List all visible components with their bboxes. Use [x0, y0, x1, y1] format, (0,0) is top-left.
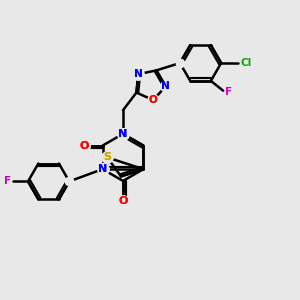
Text: N: N [134, 69, 143, 79]
Text: N: N [98, 164, 107, 174]
Text: O: O [149, 95, 158, 105]
Text: N: N [161, 81, 170, 92]
Text: O: O [118, 196, 128, 206]
Text: N: N [118, 129, 127, 139]
Text: F: F [4, 176, 11, 186]
Text: S: S [103, 152, 111, 162]
Text: O: O [149, 95, 158, 105]
Text: O: O [79, 141, 88, 151]
Text: F: F [225, 87, 232, 97]
Text: N: N [161, 81, 170, 92]
Text: N: N [134, 69, 143, 79]
Text: N: N [118, 129, 127, 139]
Text: N: N [98, 164, 107, 174]
Text: S: S [103, 152, 111, 162]
Text: N: N [118, 129, 127, 139]
Text: O: O [79, 141, 88, 151]
Text: Cl: Cl [240, 58, 252, 68]
Text: O: O [118, 196, 128, 206]
